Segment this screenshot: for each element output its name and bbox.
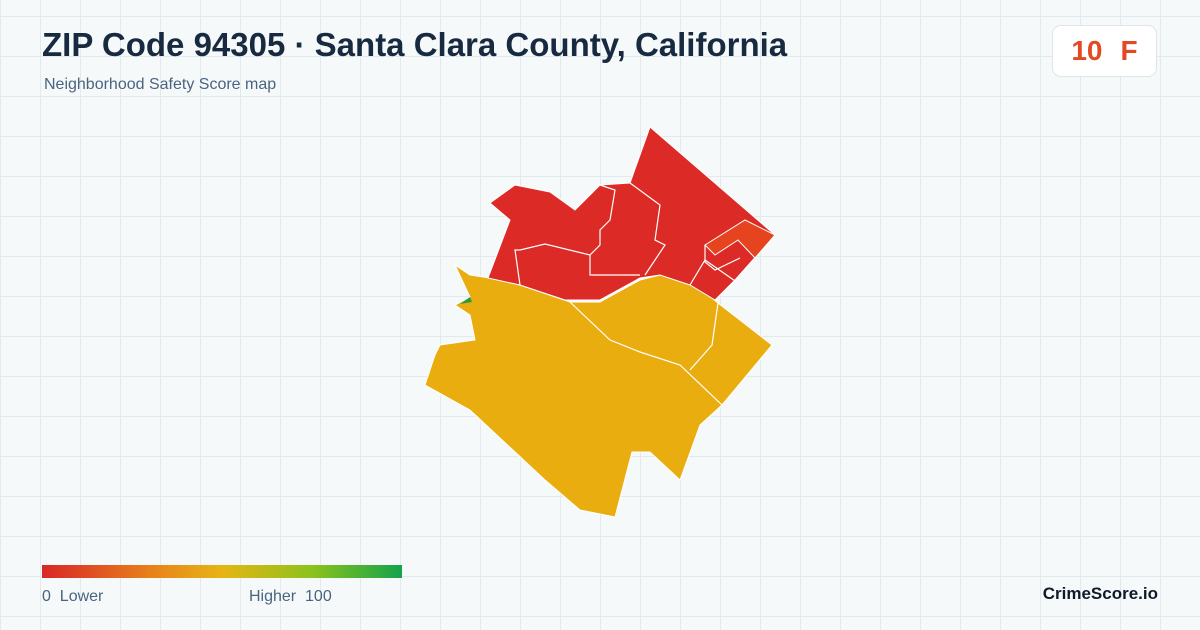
score-grade: F: [1120, 35, 1138, 66]
score-value: 10: [1071, 35, 1103, 66]
legend-max: Higher 100: [249, 588, 332, 606]
subtitle: Neighborhood Safety Score map: [44, 76, 277, 93]
area-mid: [704, 219, 776, 259]
legend-min: 0 Lower: [42, 588, 103, 606]
area-high-risk: [487, 126, 776, 301]
legend-max-value: 100: [305, 588, 332, 605]
legend-gradient: [42, 565, 402, 578]
boundaries: [514, 182, 741, 406]
score-badge: 10 F: [1052, 25, 1157, 77]
area-green: [460, 297, 472, 304]
brand: CrimeScore.io: [1042, 584, 1158, 603]
legend-max-label: Higher: [249, 588, 297, 605]
title: ZIP Code 94305 · Santa Clara County, Cal…: [42, 26, 788, 63]
legend-min-value: 0: [42, 588, 51, 605]
area-low: [424, 263, 773, 518]
legend-min-label: Lower: [59, 588, 104, 605]
